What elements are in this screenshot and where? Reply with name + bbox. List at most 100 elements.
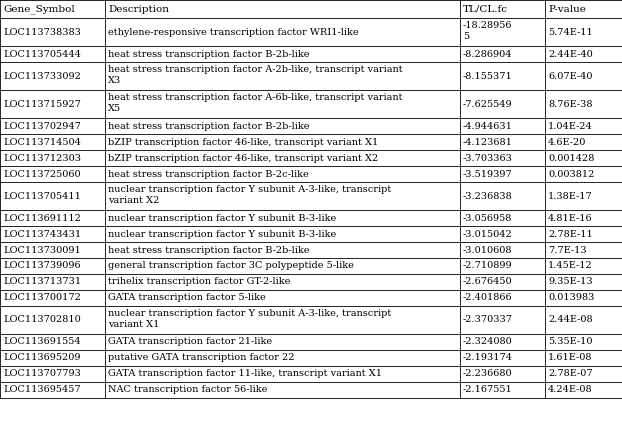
Text: heat stress transcription factor B-2b-like: heat stress transcription factor B-2b-li… — [108, 245, 310, 254]
Text: -3.519397: -3.519397 — [463, 170, 513, 179]
Text: 4.6E-20: 4.6E-20 — [548, 137, 587, 147]
Text: 5.74E-11: 5.74E-11 — [548, 27, 593, 36]
Bar — [0, 242, 622, 258]
Text: TL/CL.fc: TL/CL.fc — [463, 4, 508, 13]
Bar — [0, 46, 622, 62]
Text: 1.38E-17: 1.38E-17 — [548, 191, 593, 201]
Text: LOC113730091: LOC113730091 — [3, 245, 81, 254]
Bar — [0, 366, 622, 382]
Text: 5.35E-10: 5.35E-10 — [548, 338, 593, 346]
Text: LOC113705444: LOC113705444 — [3, 50, 81, 58]
Text: LOC113695457: LOC113695457 — [3, 385, 81, 395]
Text: LOC113691112: LOC113691112 — [3, 214, 81, 222]
Text: GATA transcription factor 5-like: GATA transcription factor 5-like — [108, 294, 266, 303]
Text: -2.710899: -2.710899 — [463, 261, 513, 271]
Text: 2.44E-40: 2.44E-40 — [548, 50, 593, 58]
Text: 2.78E-07: 2.78E-07 — [548, 369, 593, 378]
Text: LOC113739096: LOC113739096 — [3, 261, 81, 271]
Text: LOC113712303: LOC113712303 — [3, 154, 81, 163]
Bar — [0, 350, 622, 366]
Text: -3.010608: -3.010608 — [463, 245, 513, 254]
Text: Gene_Symbol: Gene_Symbol — [3, 4, 75, 14]
Text: -18.28956
5: -18.28956 5 — [463, 21, 513, 41]
Text: 8.76E-38: 8.76E-38 — [548, 100, 593, 109]
Text: putative GATA transcription factor 22: putative GATA transcription factor 22 — [108, 354, 294, 362]
Text: P-value: P-value — [548, 4, 586, 13]
Text: -2.401866: -2.401866 — [463, 294, 513, 303]
Text: -3.015042: -3.015042 — [463, 229, 513, 238]
Text: -4.123681: -4.123681 — [463, 137, 513, 147]
Text: ethylene-responsive transcription factor WRI1-like: ethylene-responsive transcription factor… — [108, 27, 359, 36]
Bar — [0, 182, 622, 210]
Text: heat stress transcription factor A-6b-like, transcript variant
X5: heat stress transcription factor A-6b-li… — [108, 93, 402, 113]
Bar — [0, 134, 622, 150]
Text: LOC113725060: LOC113725060 — [3, 170, 81, 179]
Text: LOC113743431: LOC113743431 — [3, 229, 81, 238]
Text: LOC113705411: LOC113705411 — [3, 191, 81, 201]
Text: LOC113700172: LOC113700172 — [3, 294, 81, 303]
Text: -2.236680: -2.236680 — [463, 369, 513, 378]
Text: LOC113713731: LOC113713731 — [3, 277, 81, 287]
Bar — [0, 274, 622, 290]
Text: GATA transcription factor 11-like, transcript variant X1: GATA transcription factor 11-like, trans… — [108, 369, 382, 378]
Text: -4.944631: -4.944631 — [463, 121, 513, 131]
Text: LOC113707793: LOC113707793 — [3, 369, 81, 378]
Text: 2.44E-08: 2.44E-08 — [548, 315, 593, 325]
Text: heat stress transcription factor B-2c-like: heat stress transcription factor B-2c-li… — [108, 170, 309, 179]
Text: -2.324080: -2.324080 — [463, 338, 513, 346]
Text: 6.07E-40: 6.07E-40 — [548, 71, 593, 81]
Text: 0.003812: 0.003812 — [548, 170, 595, 179]
Text: bZIP transcription factor 46-like, transcript variant X2: bZIP transcription factor 46-like, trans… — [108, 154, 378, 163]
Text: 7.7E-13: 7.7E-13 — [548, 245, 587, 254]
Text: -2.676450: -2.676450 — [463, 277, 513, 287]
Bar — [0, 0, 622, 18]
Text: heat stress transcription factor B-2b-like: heat stress transcription factor B-2b-li… — [108, 121, 310, 131]
Bar — [0, 334, 622, 350]
Text: 4.24E-08: 4.24E-08 — [548, 385, 593, 395]
Text: heat stress transcription factor A-2b-like, transcript variant
X3: heat stress transcription factor A-2b-li… — [108, 65, 402, 85]
Text: 0.013983: 0.013983 — [548, 294, 595, 303]
Text: LOC113691554: LOC113691554 — [3, 338, 81, 346]
Bar — [0, 118, 622, 134]
Text: LOC113714504: LOC113714504 — [3, 137, 81, 147]
Text: general transcription factor 3C polypeptide 5-like: general transcription factor 3C polypept… — [108, 261, 354, 271]
Text: -2.370337: -2.370337 — [463, 315, 513, 325]
Text: 1.45E-12: 1.45E-12 — [548, 261, 593, 271]
Bar — [0, 210, 622, 226]
Text: 2.78E-11: 2.78E-11 — [548, 229, 593, 238]
Text: -8.155371: -8.155371 — [463, 71, 513, 81]
Text: -3.056958: -3.056958 — [463, 214, 513, 222]
Text: 1.61E-08: 1.61E-08 — [548, 354, 593, 362]
Text: -7.625549: -7.625549 — [463, 100, 513, 109]
Text: nuclear transcription factor Y subunit B-3-like: nuclear transcription factor Y subunit B… — [108, 214, 337, 222]
Bar — [0, 290, 622, 306]
Text: 4.81E-16: 4.81E-16 — [548, 214, 593, 222]
Bar — [0, 18, 622, 46]
Bar — [0, 258, 622, 274]
Text: -3.236838: -3.236838 — [463, 191, 513, 201]
Text: LOC113715927: LOC113715927 — [3, 100, 81, 109]
Text: LOC113738383: LOC113738383 — [3, 27, 81, 36]
Bar — [0, 306, 622, 334]
Bar — [0, 150, 622, 166]
Text: heat stress transcription factor B-2b-like: heat stress transcription factor B-2b-li… — [108, 50, 310, 58]
Text: 0.001428: 0.001428 — [548, 154, 595, 163]
Text: bZIP transcription factor 46-like, transcript variant X1: bZIP transcription factor 46-like, trans… — [108, 137, 378, 147]
Text: LOC113702810: LOC113702810 — [3, 315, 81, 325]
Text: NAC transcription factor 56-like: NAC transcription factor 56-like — [108, 385, 267, 395]
Bar — [0, 62, 622, 90]
Text: nuclear transcription factor Y subunit B-3-like: nuclear transcription factor Y subunit B… — [108, 229, 337, 238]
Text: -2.167551: -2.167551 — [463, 385, 513, 395]
Bar — [0, 226, 622, 242]
Text: nuclear transcription factor Y subunit A-3-like, transcript
variant X1: nuclear transcription factor Y subunit A… — [108, 309, 391, 329]
Bar — [0, 382, 622, 398]
Text: -2.193174: -2.193174 — [463, 354, 513, 362]
Text: -3.703363: -3.703363 — [463, 154, 513, 163]
Text: 1.04E-24: 1.04E-24 — [548, 121, 593, 131]
Bar — [0, 166, 622, 182]
Bar — [0, 90, 622, 118]
Text: trihelix transcription factor GT-2-like: trihelix transcription factor GT-2-like — [108, 277, 290, 287]
Text: LOC113702947: LOC113702947 — [3, 121, 81, 131]
Text: LOC113733092: LOC113733092 — [3, 71, 81, 81]
Text: GATA transcription factor 21-like: GATA transcription factor 21-like — [108, 338, 272, 346]
